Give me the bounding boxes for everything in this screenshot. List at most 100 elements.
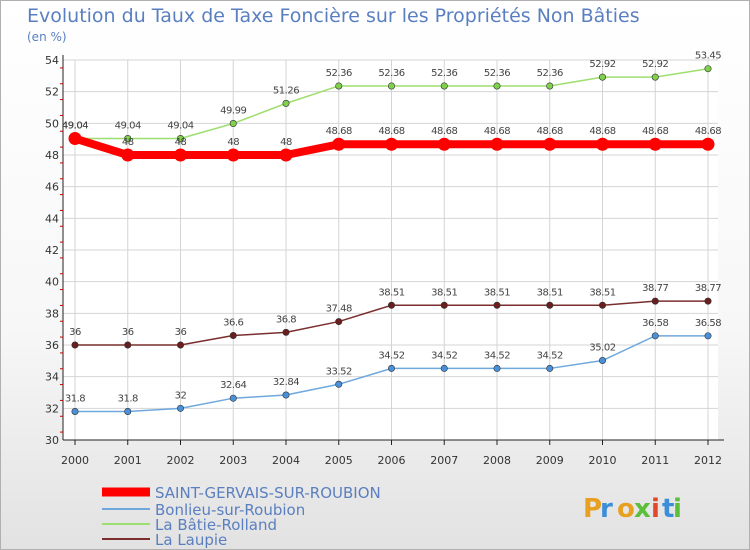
data-label-la-laupie: 38.51 [537, 287, 563, 298]
legend-label-la-batie-rolland: La Bâtie-Rolland [155, 516, 277, 534]
data-point-bonlieu-sur-roubion [177, 404, 185, 412]
data-label-la-batie-rolland: 49.04 [115, 121, 141, 132]
y-tick-label: 36 [45, 339, 59, 352]
legend-label-la-laupie: La Laupie [155, 531, 227, 549]
logo-letter: P [583, 494, 602, 524]
data-label-la-laupie: 38.77 [695, 283, 721, 294]
data-label-saint-gervais-sur-roubion: 48 [175, 137, 187, 148]
data-point-saint-gervais-sur-roubion [332, 137, 346, 151]
data-label-la-batie-rolland: 52.36 [431, 68, 457, 79]
data-label-saint-gervais-sur-roubion: 48.68 [537, 126, 563, 137]
data-label-la-batie-rolland: 52.36 [326, 68, 352, 79]
x-tick-label: 2003 [219, 454, 247, 467]
data-label-saint-gervais-sur-roubion: 48.68 [695, 126, 721, 137]
data-point-la-laupie [282, 328, 290, 336]
data-point-saint-gervais-sur-roubion [174, 148, 187, 162]
data-point-bonlieu-sur-roubion [71, 407, 79, 415]
legend-label-bonlieu-sur-roubion: Bonlieu-sur-Roubion [155, 501, 305, 519]
logo-letter: o [617, 494, 635, 524]
data-label-bonlieu-sur-roubion: 33.52 [326, 366, 352, 377]
data-label-la-batie-rolland: 52.36 [484, 68, 510, 79]
x-tick-label: 2009 [536, 454, 564, 467]
data-point-la-laupie [598, 301, 606, 309]
x-tick-label: 2007 [430, 454, 458, 467]
data-label-la-batie-rolland: 52.92 [642, 59, 668, 70]
data-point-saint-gervais-sur-roubion [596, 137, 609, 151]
data-point-la-laupie [124, 341, 132, 349]
logo-letter: x [634, 494, 651, 524]
data-label-bonlieu-sur-roubion: 34.52 [484, 350, 510, 361]
data-label-saint-gervais-sur-roubion: 48.68 [589, 126, 615, 137]
y-tick-label: 46 [45, 181, 59, 194]
data-label-la-laupie: 36 [175, 327, 187, 338]
data-label-bonlieu-sur-roubion: 36.58 [642, 318, 668, 329]
data-point-la-batie-rolland [704, 65, 712, 73]
data-label-la-batie-rolland: 51.26 [273, 85, 299, 96]
x-tick-label: 2011 [641, 454, 669, 467]
data-label-bonlieu-sur-roubion: 36.58 [695, 318, 721, 329]
logo-letter: i [651, 494, 660, 524]
x-tick-label: 2012 [694, 454, 722, 467]
y-tick-label: 30 [45, 434, 59, 447]
y-tick-label: 42 [45, 244, 59, 257]
data-label-la-laupie: 36.6 [223, 318, 243, 329]
data-point-la-laupie [704, 297, 712, 305]
data-label-la-batie-rolland: 52.36 [378, 68, 404, 79]
x-tick-label: 2008 [483, 454, 511, 467]
data-point-la-batie-rolland [440, 82, 448, 90]
y-tick-label: 50 [45, 117, 59, 130]
data-point-saint-gervais-sur-roubion [648, 137, 662, 151]
y-tick-label: 52 [45, 86, 59, 99]
data-point-la-laupie [177, 341, 185, 349]
data-label-saint-gervais-sur-roubion: 48.68 [378, 126, 404, 137]
data-label-la-laupie: 36 [69, 327, 81, 338]
data-point-la-batie-rolland [651, 73, 659, 81]
y-tick-label: 32 [45, 402, 59, 415]
data-label-saint-gervais-sur-roubion: 48 [227, 137, 239, 148]
data-label-la-laupie: 38.51 [378, 287, 404, 298]
x-tick-label: 2002 [167, 454, 195, 467]
data-label-saint-gervais-sur-roubion: 48 [280, 137, 292, 148]
data-label-bonlieu-sur-roubion: 34.52 [378, 350, 404, 361]
data-label-la-batie-rolland: 52.36 [537, 68, 563, 79]
x-tick-label: 2001 [114, 454, 142, 467]
data-label-saint-gervais-sur-roubion: 48.68 [326, 126, 352, 137]
x-tick-label: 2004 [272, 454, 300, 467]
data-point-bonlieu-sur-roubion [598, 357, 606, 365]
x-tick-label: 2006 [378, 454, 406, 467]
data-label-saint-gervais-sur-roubion: 48.68 [484, 126, 510, 137]
data-point-bonlieu-sur-roubion [124, 407, 132, 415]
data-point-bonlieu-sur-roubion [440, 364, 448, 372]
data-point-bonlieu-sur-roubion [387, 364, 395, 372]
data-label-bonlieu-sur-roubion: 31.8 [118, 394, 138, 405]
x-tick-label: 2000 [61, 454, 89, 467]
data-label-bonlieu-sur-roubion: 34.52 [431, 350, 457, 361]
y-tick-label: 54 [45, 54, 59, 67]
y-tick-label: 38 [45, 307, 59, 320]
y-tick-label: 34 [45, 371, 59, 384]
data-label-bonlieu-sur-roubion: 31.8 [65, 394, 85, 405]
data-label-saint-gervais-sur-roubion: 48 [122, 137, 134, 148]
data-label-saint-gervais-sur-roubion: 49.04 [62, 121, 88, 132]
data-label-la-batie-rolland: 49.04 [167, 121, 193, 132]
x-tick-label: 2005 [325, 454, 353, 467]
data-point-la-laupie [71, 341, 79, 349]
data-point-la-laupie [440, 301, 448, 309]
data-point-la-batie-rolland [335, 82, 343, 90]
data-point-la-batie-rolland [598, 73, 606, 81]
data-point-saint-gervais-sur-roubion [701, 137, 715, 151]
legend-label-saint-gervais-sur-roubion: SAINT-GERVAIS-SUR-ROUBION [155, 484, 381, 502]
data-label-la-laupie: 36 [122, 327, 134, 338]
data-label-la-laupie: 38.51 [431, 287, 457, 298]
logo-letter: r [600, 494, 613, 524]
data-label-bonlieu-sur-roubion: 34.52 [537, 350, 563, 361]
data-label-la-batie-rolland: 53.45 [695, 51, 721, 62]
y-tick-label: 48 [45, 149, 59, 162]
data-label-la-laupie: 36.8 [276, 314, 296, 325]
data-point-la-laupie [493, 301, 501, 309]
data-point-saint-gervais-sur-roubion [437, 137, 451, 151]
data-label-saint-gervais-sur-roubion: 48.68 [642, 126, 668, 137]
data-point-la-laupie [229, 331, 237, 339]
data-point-bonlieu-sur-roubion [546, 364, 554, 372]
chart-title: Evolution du Taux de Taxe Foncière sur l… [27, 5, 640, 27]
